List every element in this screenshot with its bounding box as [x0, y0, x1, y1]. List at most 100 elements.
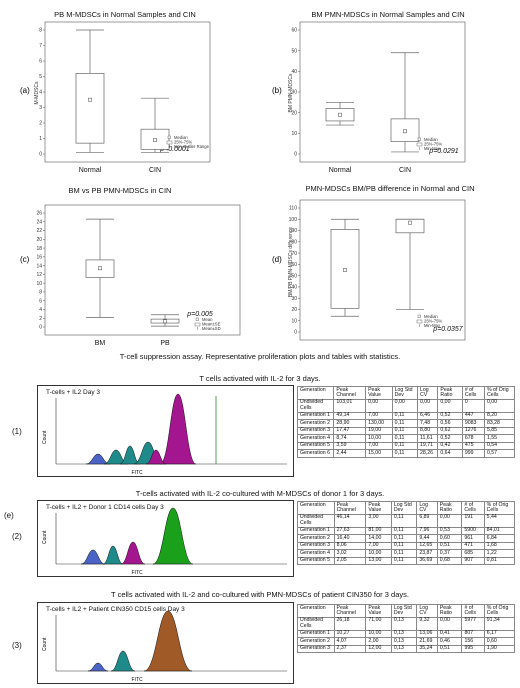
legend-entry: Median: [424, 314, 438, 319]
y-tick-label: 30: [291, 90, 297, 96]
section-title: T-cell suppression assay. Representative…: [119, 352, 401, 361]
table-cell: 9083: [461, 419, 485, 428]
table-row: Generation 2 28,90 130,00 0,11 7,48 0,56 9083 8…: [296, 419, 516, 428]
table-cell: 0,60: [483, 637, 516, 646]
y-tick-label: 2: [39, 121, 42, 127]
table-cell: 16,40: [333, 534, 367, 543]
panel-d-pvalue: p=0.0357: [432, 326, 463, 333]
table-cell: 0,11: [391, 426, 418, 436]
table-cell: 91,34: [483, 616, 516, 631]
column-header: Peak Ratio: [437, 386, 463, 400]
generation-peak: [85, 453, 111, 465]
table-row: Generation 4 3,02 10,00 0,11 23,87 0,37 685 1,2…: [297, 549, 516, 558]
table-cell: 0,11: [391, 441, 418, 451]
table-cell: 0,11: [390, 541, 418, 551]
y-tick-label: 6: [39, 298, 42, 304]
table-cell: 0,42: [437, 441, 463, 451]
table-cell: 27,63: [333, 526, 367, 536]
table-cell: 81,00: [365, 526, 392, 536]
table-row: Generation 1 27,63 81,00 0,11 7,96 0,53 5900 84…: [297, 526, 516, 536]
legend-entry: Mean: [202, 317, 213, 322]
table-cell: 28,90: [333, 419, 367, 428]
table-row: Undivided Cells 46,14 3,00 0,11 6,89 0,00 191 5…: [297, 513, 516, 528]
generation-peak: [159, 393, 197, 465]
table-cell: 0,11: [391, 449, 418, 458]
legend-median-swatch: [417, 314, 421, 318]
table-cell: 475: [461, 441, 485, 451]
y-tick-label: 40: [291, 69, 297, 75]
column-header: Peak Ratio: [436, 604, 463, 618]
table-cell: 0,00: [483, 398, 516, 413]
table-cell: 0,62: [437, 426, 463, 436]
y-axis-label: Count: [42, 530, 48, 544]
table-cell: 46,14: [333, 513, 367, 528]
table-cell: 2,00: [365, 637, 392, 646]
table-cell: 10,00: [365, 434, 393, 443]
panel-c: BM vs PB PMN-MDSCs in CIN (c) p=0.005: [20, 186, 241, 336]
legend-entry: 25%-75%: [424, 142, 442, 147]
table-cell: 7,00: [365, 411, 393, 421]
category-label: BM: [95, 340, 106, 345]
y-tick-label: 50: [291, 273, 297, 279]
y-tick-label: 26: [36, 211, 42, 217]
column-header: % of Orig Cells: [483, 501, 516, 515]
y-tick-label: 60: [291, 262, 297, 268]
column-header: Peak Value: [365, 386, 393, 400]
legend-entry: Median: [174, 135, 188, 140]
table-cell: 26,18: [333, 616, 367, 631]
assay-3-histogram: T-cells + IL2 + Patient CIN350 CD15 cell…: [37, 602, 294, 684]
box-normal: [75, 29, 105, 153]
y-axis-label: Count: [42, 637, 48, 651]
category-label: PB: [160, 340, 170, 345]
table-cell: 13,06: [416, 629, 438, 639]
iqr-box: [395, 218, 425, 234]
table-cell: 28,26: [416, 449, 439, 458]
table-cell: 1276: [461, 426, 485, 436]
table-cell: Generation 2: [297, 534, 335, 543]
table-cell: 0,11: [390, 556, 418, 566]
panel-a-label: (a): [20, 86, 30, 95]
table-cell: 0,57: [483, 449, 516, 458]
table-cell: Generation 3: [296, 426, 335, 436]
box-cin: [140, 97, 170, 153]
table-cell: 84,01: [483, 526, 516, 536]
column-header: # of Cells: [461, 386, 485, 400]
panel-c-title: BM vs PB PMN-MDSCs in CIN: [69, 186, 172, 195]
y-tick-label: 22: [36, 228, 42, 234]
legend-box-swatch: [416, 142, 423, 147]
table-cell: 0,00: [365, 398, 393, 413]
panel-b-ylabel: BM PMN-MDSCs: [288, 73, 294, 112]
table-cell: Generation 3: [297, 541, 335, 551]
column-header: Peak Value: [365, 604, 392, 618]
table-cell: Generation 1: [296, 411, 335, 421]
panel-b-title: BM PMN-MDSCs in Normal Samples and CIN: [311, 10, 464, 19]
category-label: Normal: [79, 167, 102, 174]
table-cell: 0,11: [390, 526, 418, 536]
table-cell: 0,00: [436, 616, 463, 631]
table-cell: 0,51: [436, 644, 463, 654]
table-header-row: Generation Peak Channel Peak Value Log Std …: [296, 386, 516, 400]
y-tick-label: 0: [39, 152, 42, 158]
panel-e-label: (e): [4, 511, 14, 520]
legend-box-swatch: [416, 319, 423, 324]
assay-2-label: (2): [12, 532, 22, 541]
table-cell: 0,13: [390, 616, 418, 631]
table-cell: 5,85: [483, 426, 516, 436]
y-tick-label: 10: [291, 131, 297, 137]
table-cell: Undivided Cells: [296, 398, 335, 413]
y-tick-label: 3: [39, 105, 42, 111]
table-cell: 12,65: [416, 541, 438, 551]
table-cell: 3,00: [365, 513, 392, 528]
box-cin: [395, 218, 425, 310]
panel-d-title: PMN-MDSCs BM/PB difference in Normal and…: [305, 184, 474, 193]
table-cell: 995: [461, 644, 485, 654]
column-header: Log CV: [416, 386, 439, 400]
generation-peak: [119, 445, 141, 465]
generation-peak: [143, 610, 193, 672]
column-header: # of Cells: [461, 501, 485, 515]
table-cell: 36,69: [416, 556, 438, 566]
table-cell: 0,41: [436, 629, 463, 639]
assay-1-plot-title: T-cells + IL2 Day 3: [46, 389, 101, 396]
legend-box-swatch: [194, 322, 201, 327]
column-header: % of Orig Cells: [483, 604, 516, 618]
